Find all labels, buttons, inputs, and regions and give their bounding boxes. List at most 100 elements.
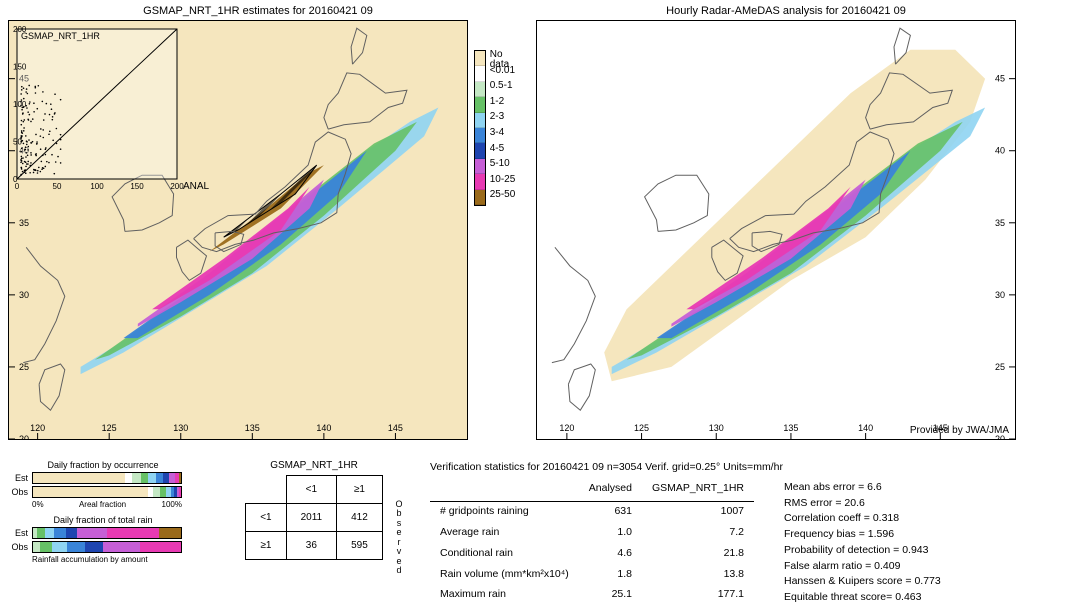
svg-text:GSMAP_NRT_1HR: GSMAP_NRT_1HR [21,31,100,41]
right-map-panel: Hourly Radar-AMeDAS analysis for 2016042… [536,4,1036,440]
svg-text:135: 135 [245,423,260,433]
right-map: 120125130135140145454035302520Provided b… [536,20,1016,440]
fraction-bar [32,527,182,539]
ct-row0: <1 [246,504,286,532]
ct-col0: <1 [286,476,337,504]
metric-line: Equitable threat score= 0.463 [784,590,941,606]
occurrence-title: Daily fraction by occurrence [8,460,198,470]
contingency-table: <1 ≥1 <1 2011 412 ≥1 36 595 [245,475,383,560]
color-legend: No data<0.010.5-11-22-33-44-55-1010-2525… [474,50,517,206]
metric-line: Probability of detection = 0.943 [784,543,941,559]
areal-label: Areal fraction [79,500,126,509]
svg-text:25: 25 [995,362,1005,372]
left-map-panel: GSMAP_NRT_1HR estimates for 20160421 09 … [8,4,508,440]
stats-section: Verification statistics for 20160421 09 … [430,460,1072,606]
legend-label: 2-3 [486,112,518,128]
svg-text:130: 130 [173,423,188,433]
left-map: 120125130135140145454035302520GSMAP_NRT_… [8,20,468,440]
right-map-title: Hourly Radar-AMeDAS analysis for 2016042… [536,4,1036,20]
legend-label: 1-2 [486,97,518,113]
svg-text:40: 40 [995,146,1005,156]
legend-label: 25-50 [486,190,518,206]
legend-label: 5-10 [486,159,518,175]
ct-00: 2011 [286,504,337,532]
stat-row-label: Average rain [430,523,579,544]
svg-text:50: 50 [13,138,22,147]
svg-text:125: 125 [634,423,649,433]
svg-text:50: 50 [53,182,62,191]
metric-line: RMS error = 20.6 [784,496,941,512]
stat-cell: 1.8 [579,564,642,585]
stat-cell: 631 [579,501,642,522]
metrics-list: Mean abs error = 6.6RMS error = 20.6Corr… [784,480,941,606]
metric-line: Mean abs error = 6.6 [784,480,941,496]
bar-label: Obs [8,542,28,552]
bar-label: Obs [8,487,28,497]
svg-text:0: 0 [13,175,18,184]
metric-line: Correlation coeff = 0.318 [784,511,941,527]
ct-col1: ≥1 [337,476,383,504]
stat-cell: 4.6 [579,543,642,564]
ct-01: 412 [337,504,383,532]
svg-text:20: 20 [19,434,29,439]
stat-cell: 25.1 [579,585,642,606]
legend-label: <0.01 [486,66,518,82]
svg-text:35: 35 [995,218,1005,228]
bar-label: Est [8,528,28,538]
map-credit: Provided by JWA/JMA [910,425,1009,436]
svg-text:45: 45 [995,74,1005,84]
svg-text:150: 150 [13,63,27,72]
stat-row-label: Conditional rain [430,543,579,564]
ct-row1: ≥1 [246,532,286,560]
svg-text:100: 100 [13,100,27,109]
legend-label: 10-25 [486,175,518,191]
stat-col1: Analysed [579,480,642,501]
svg-text:30: 30 [19,290,29,300]
svg-text:ANAL: ANAL [183,181,210,192]
stat-row-label: Maximum rain [430,585,579,606]
svg-text:120: 120 [559,423,574,433]
legend-label: 0.5-1 [486,81,518,97]
svg-text:150: 150 [130,182,144,191]
legend-label: 4-5 [486,144,518,160]
fraction-bars: Daily fraction by occurrence Est Obs 0% A… [8,460,198,606]
left-map-title: GSMAP_NRT_1HR estimates for 20160421 09 [8,4,508,20]
stat-cell: 177.1 [642,585,754,606]
svg-text:100: 100 [90,182,104,191]
fraction-bar [32,486,182,498]
svg-text:135: 135 [783,423,798,433]
metric-line: False alarm ratio = 0.409 [784,559,941,575]
ct-10: 36 [286,532,337,560]
stat-cell: 1007 [642,501,754,522]
legend-label: 3-4 [486,128,518,144]
stat-cell: 13.8 [642,564,754,585]
fraction-bar [32,472,182,484]
totalrain-title: Daily fraction of total rain [8,515,198,525]
legend-label: No data [486,50,518,66]
rainfall-caption: Rainfall accumulation by amount [32,555,198,564]
stat-cell: 21.8 [642,543,754,564]
svg-text:140: 140 [316,423,331,433]
svg-text:200: 200 [13,25,27,34]
svg-text:140: 140 [858,423,873,433]
svg-text:120: 120 [30,423,45,433]
stat-cell: 7.2 [642,523,754,544]
fraction-bar [32,541,182,553]
areal-0pct: 0% [32,500,44,509]
svg-text:25: 25 [19,362,29,372]
stat-cell: 1.0 [579,523,642,544]
contingency-section: GSMAP_NRT_1HR <1 ≥1 <1 2011 412 ≥1 36 59… [214,460,414,606]
stats-header: Verification statistics for 20160421 09 … [430,460,1072,476]
ct-11: 595 [337,532,383,560]
observed-vert-label: Observed [394,500,404,576]
stat-row-label: # gridpoints raining [430,501,579,522]
stats-table: Analysed GSMAP_NRT_1HR # gridpoints rain… [430,480,754,606]
stat-col2: GSMAP_NRT_1HR [642,480,754,501]
svg-text:125: 125 [102,423,117,433]
svg-text:35: 35 [19,218,29,228]
stat-row-label: Rain volume (mm*km²x10⁴) [430,564,579,585]
metric-line: Frequency bias = 1.596 [784,527,941,543]
svg-text:30: 30 [995,290,1005,300]
metric-line: Hanssen & Kuipers score = 0.773 [784,574,941,590]
svg-text:130: 130 [709,423,724,433]
